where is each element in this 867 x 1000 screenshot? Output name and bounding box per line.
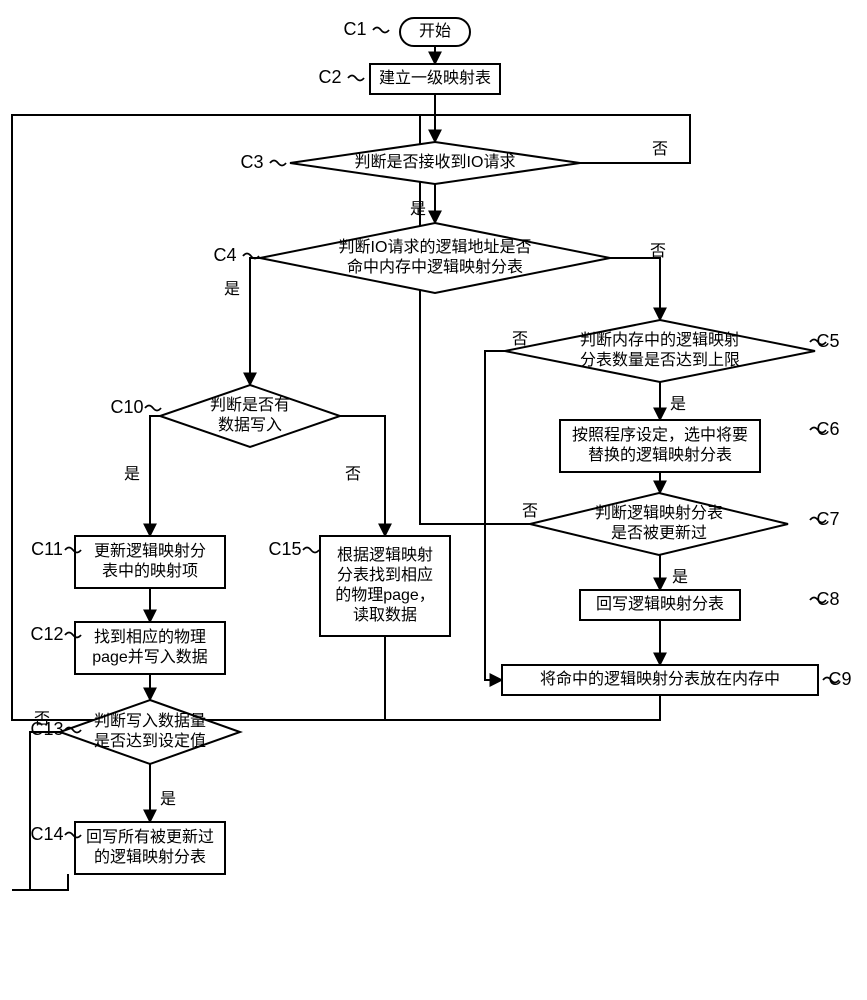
step-label-c15: C15 bbox=[268, 539, 301, 559]
node-text-c3: 判断是否接收到IO请求 bbox=[355, 153, 516, 171]
step-label-c6: C6 bbox=[816, 419, 839, 439]
node-c5 bbox=[505, 320, 815, 382]
step-label-c1: C1 bbox=[343, 19, 366, 39]
step-label-c3: C3 bbox=[240, 152, 263, 172]
label-connector bbox=[145, 406, 161, 411]
edge-label: 否 bbox=[522, 503, 538, 520]
node-c10 bbox=[160, 385, 340, 447]
label-connector bbox=[373, 28, 389, 33]
node-text-c1: 开始 bbox=[419, 22, 451, 40]
step-label-c2: C2 bbox=[318, 67, 341, 87]
flow-edge bbox=[250, 258, 260, 385]
step-label-c5: C5 bbox=[816, 331, 839, 351]
step-label-c9: C9 bbox=[828, 669, 851, 689]
edge-label: 否 bbox=[512, 331, 528, 348]
step-label-c11: C11 bbox=[31, 539, 63, 559]
flow-edge bbox=[610, 258, 660, 320]
node-text-c2: 建立一级映射表 bbox=[379, 69, 491, 87]
node-c4 bbox=[260, 223, 610, 293]
edge-label: 是 bbox=[410, 201, 426, 218]
flowchart-canvas: 否是否是是否是否是否是否 开始建立一级映射表判断是否接收到IO请求判断IO请求的… bbox=[0, 0, 867, 1000]
edge-label: 否 bbox=[650, 243, 666, 260]
step-label-c13: C13 bbox=[30, 719, 63, 739]
flow-edge bbox=[150, 416, 160, 536]
flow-edge bbox=[12, 874, 68, 890]
edge-label: 是 bbox=[672, 569, 688, 586]
edge-label: 否 bbox=[345, 466, 361, 483]
step-label-c7: C7 bbox=[816, 509, 839, 529]
edge-label: 是 bbox=[160, 791, 176, 808]
label-connector bbox=[270, 161, 286, 166]
node-c13 bbox=[60, 700, 240, 764]
edge-label: 是 bbox=[124, 466, 140, 483]
flow-edge bbox=[30, 732, 68, 890]
label-connector bbox=[303, 548, 319, 553]
node-c7 bbox=[530, 493, 788, 555]
edge-label: 是 bbox=[670, 396, 686, 413]
node-text-c9: 将命中的逻辑映射分表放在内存中 bbox=[540, 670, 780, 688]
step-label-c8: C8 bbox=[816, 589, 839, 609]
node-text-c8: 回写逻辑映射分表 bbox=[596, 595, 724, 613]
edge-label: 否 bbox=[652, 141, 668, 158]
step-label-c4: C4 bbox=[213, 245, 236, 265]
step-label-c14: C14 bbox=[30, 824, 63, 844]
edge-label: 是 bbox=[224, 281, 240, 298]
step-label-c10: C10 bbox=[110, 397, 143, 417]
flow-edge bbox=[485, 351, 505, 680]
label-connector bbox=[348, 76, 364, 81]
step-label-c12: C12 bbox=[30, 624, 63, 644]
